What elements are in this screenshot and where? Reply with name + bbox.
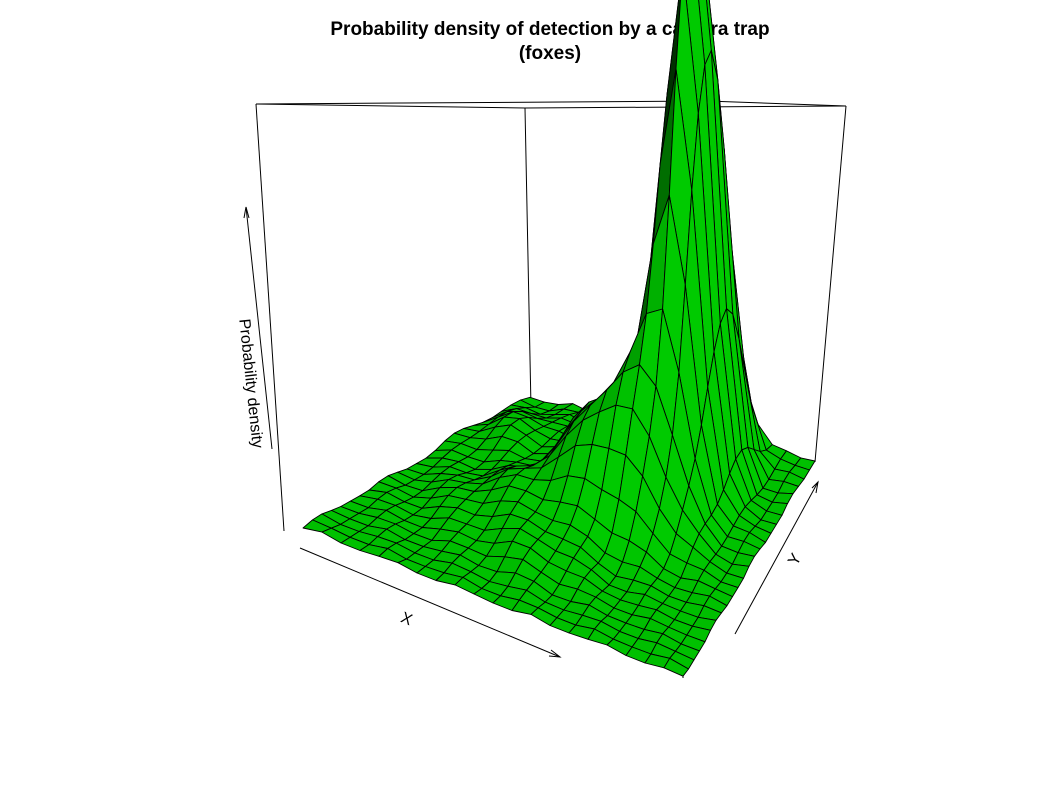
y-axis-arrow bbox=[734, 481, 819, 635]
box-edge-back-top-far2 bbox=[706, 100, 847, 107]
surface-facet bbox=[663, 657, 689, 677]
chart-subtitle: (foxes) bbox=[519, 43, 581, 64]
y-axis-label: Y bbox=[785, 551, 805, 569]
box-edge-back-vertical bbox=[524, 107, 532, 409]
box-edge-back-top-far bbox=[255, 100, 708, 105]
surface-mesh bbox=[302, 0, 816, 677]
x-axis-label: X bbox=[398, 610, 415, 630]
x-axis-arrow bbox=[299, 547, 561, 658]
box-edge-right-vertical bbox=[814, 105, 847, 463]
chart-title: Probability density of detection by a ca… bbox=[330, 19, 769, 40]
x-axis-arrowhead bbox=[548, 649, 562, 658]
box-edge-left-vertical bbox=[255, 103, 285, 532]
y-axis-arrowhead bbox=[811, 480, 819, 494]
z-axis-arrowhead bbox=[243, 206, 250, 219]
axis-arrows bbox=[243, 206, 819, 658]
z-axis-arrow bbox=[245, 206, 273, 450]
z-axis-label: Probability density bbox=[235, 318, 265, 449]
box-edge-back-top-left bbox=[255, 103, 526, 109]
